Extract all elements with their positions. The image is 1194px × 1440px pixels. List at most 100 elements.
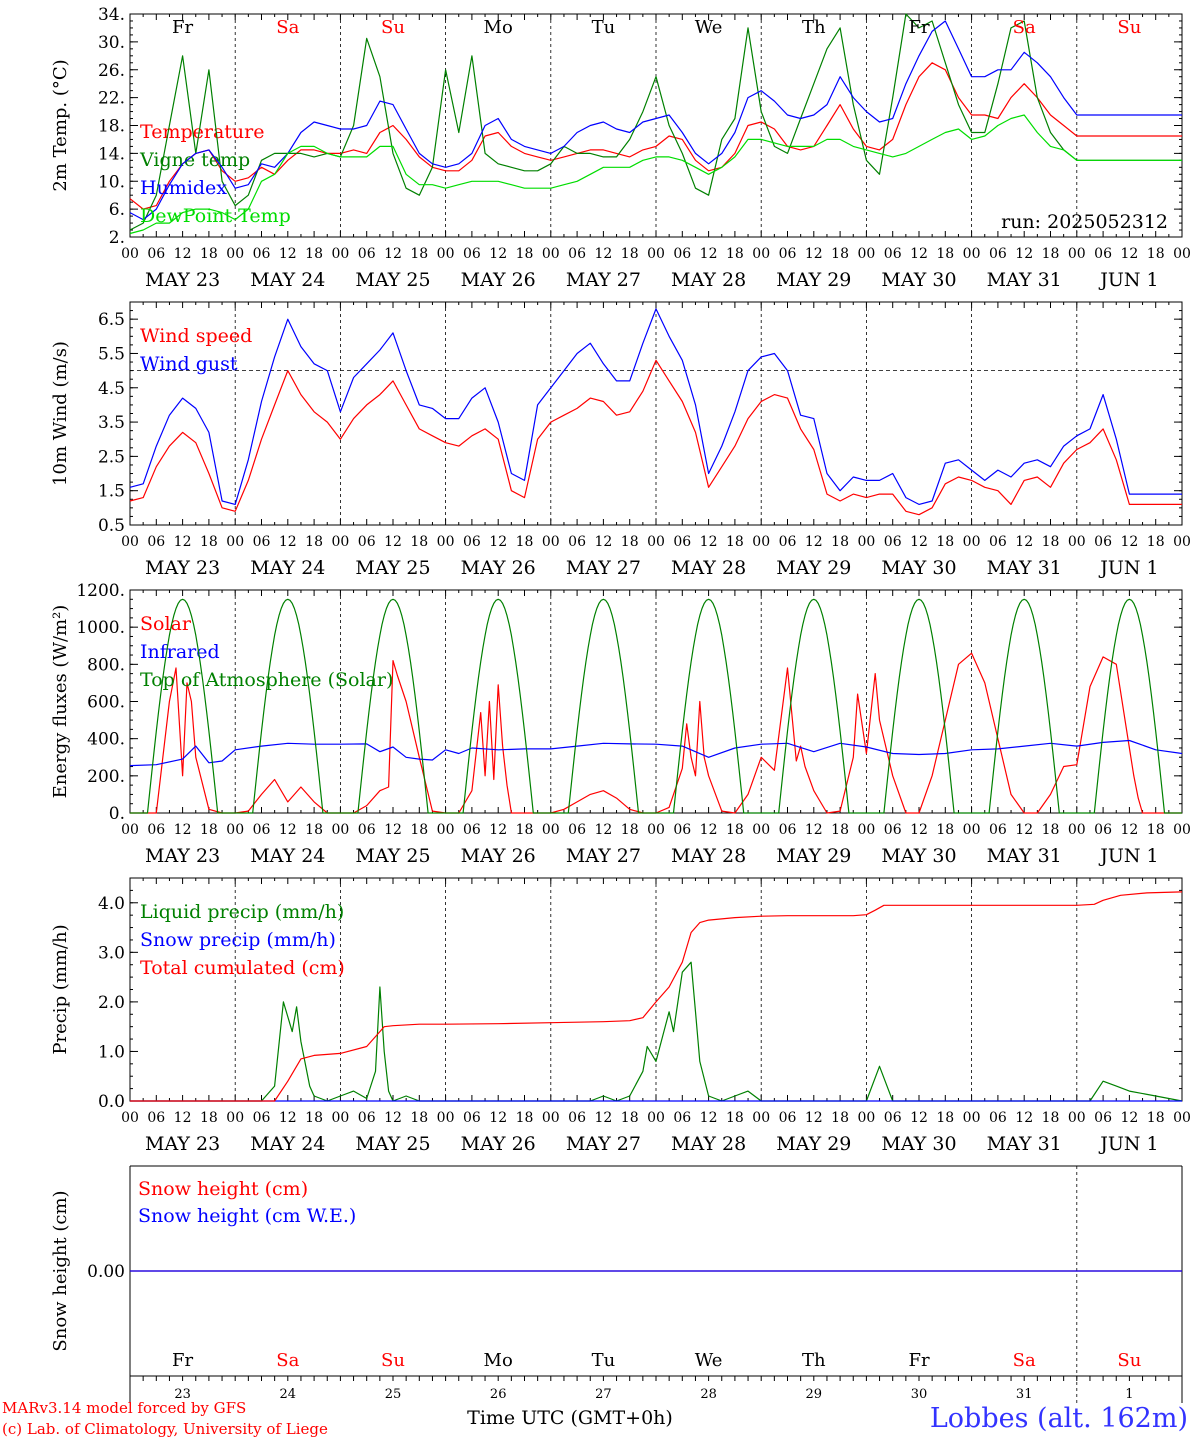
series-line-2 [129,739,1183,767]
weekday-label: Sa [276,1350,299,1371]
y-tick-label: 1.0 [98,1042,125,1062]
y-tick-label: 22. [98,89,125,109]
date-label: MAY 26 [461,1133,536,1155]
date-label: MAY 28 [671,557,746,579]
hour-tick-label: 12 [174,534,192,550]
hour-tick-label: 12 [1015,534,1033,550]
weekday-label: Su [381,1350,405,1371]
hour-tick-label: 00 [647,1110,665,1126]
hour-tick-label: 00 [647,246,665,262]
hour-tick-label: 12 [700,822,718,838]
date-label: MAY 28 [671,1133,746,1155]
hour-tick-label: 06 [673,246,691,262]
hour-tick-label: 18 [1147,822,1165,838]
series-line-1 [129,62,1182,210]
hour-tick-label: 18 [516,534,534,550]
date-label: MAY 25 [355,1133,430,1155]
y-tick-label: 1000. [76,618,125,638]
y-tick-label: 0.0 [98,1092,125,1112]
hour-tick-label: 12 [805,822,823,838]
y-tick-label: 2.0 [98,993,125,1013]
date-label: MAY 31 [987,1133,1062,1155]
series-line-3 [130,891,1183,1102]
date-label: MAY 28 [671,269,746,291]
hour-tick-label: 12 [910,246,928,262]
panel-5: Fr 23 Sa 24 Su 25 Mo 26 Tu 27 We 28 Th 29 Fr 30 Sa 31 Su 1 0… [50,1165,1183,1403]
hour-tick-label: 18 [621,534,639,550]
hour-tick-label: 18 [936,534,954,550]
day-number-label: 28 [700,1387,717,1402]
plot-frame [129,589,1183,814]
date-label: MAY 24 [250,557,325,579]
date-label: MAY 30 [881,845,956,867]
hour-tick-label: 18 [936,246,954,262]
y-tick-label: 600. [87,693,125,713]
date-label: MAY 29 [776,845,851,867]
hour-tick-label: 06 [779,822,797,838]
y-tick-label: 3.5 [98,413,125,433]
hour-tick-label: 00 [1173,1110,1191,1126]
hour-tick-label: 12 [489,534,507,550]
hour-tick-label: 06 [463,534,481,550]
hour-tick-label: 06 [147,1110,165,1126]
hour-tick-label: 06 [568,1110,586,1126]
date-label: MAY 24 [250,845,325,867]
hour-tick-label: 12 [1120,1110,1138,1126]
date-label: MAY 27 [566,557,641,579]
hour-tick-label: 00 [752,822,770,838]
y-axis-label: Snow height (cm) [50,1190,71,1351]
hour-tick-label: 18 [936,822,954,838]
date-label: MAY 31 [987,269,1062,291]
hour-tick-label: 06 [673,822,691,838]
hour-tick-label: 06 [568,534,586,550]
date-label: MAY 29 [776,269,851,291]
date-label: MAY 24 [250,1133,325,1155]
legend-entry: Total cumulated (cm) [140,957,345,979]
weekday-label: Su [381,17,405,38]
y-tick-label: 10. [98,172,125,192]
hour-tick-label: 00 [1173,822,1191,838]
hour-tick-label: 12 [1120,534,1138,550]
day-number-label: 24 [280,1387,297,1402]
hour-tick-label: 06 [884,1110,902,1126]
hour-tick-label: 00 [121,534,139,550]
hour-tick-label: 18 [1042,1110,1060,1126]
date-label: MAY 26 [461,557,536,579]
legend-entry: Liquid precip (mm/h) [140,901,344,923]
hour-tick-label: 12 [700,534,718,550]
hour-tick-label: 00 [437,822,455,838]
hour-tick-label: 00 [963,534,981,550]
hour-tick-label: 00 [226,1110,244,1126]
y-axis-label: 10m Wind (m/s) [50,341,71,486]
hour-tick-label: 12 [279,822,297,838]
hour-tick-label: 18 [1042,246,1060,262]
legend-entry: Infrared [140,641,220,663]
legend-entry: Top of Atmosphere (Solar) [140,669,393,691]
hour-tick-label: 12 [489,1110,507,1126]
y-tick-label: 800. [87,655,125,675]
hour-tick-label: 06 [253,822,271,838]
hour-tick-label: 06 [463,1110,481,1126]
date-label: MAY 25 [355,845,430,867]
hour-tick-label: 18 [1147,246,1165,262]
hour-tick-label: 00 [437,534,455,550]
hour-tick-label: 00 [647,534,665,550]
date-label: MAY 23 [145,269,220,291]
hour-tick-label: 18 [726,534,744,550]
hour-tick-label: 00 [1173,534,1191,550]
weekday-label: Mo [484,1350,513,1371]
day-number-label: 31 [1016,1387,1033,1402]
y-tick-label: 4.0 [98,894,125,914]
hour-tick-label: 00 [542,246,560,262]
hour-tick-label: 12 [174,1110,192,1126]
weekday-label: Th [802,17,826,38]
weekday-label: Su [1117,17,1141,38]
date-label: JUN 1 [1098,557,1158,579]
date-label: MAY 31 [987,845,1062,867]
hour-tick-label: 18 [305,822,323,838]
weekday-label: Sa [1013,17,1036,38]
date-label: MAY 26 [461,845,536,867]
hour-tick-label: 06 [147,246,165,262]
hour-tick-label: 12 [805,1110,823,1126]
